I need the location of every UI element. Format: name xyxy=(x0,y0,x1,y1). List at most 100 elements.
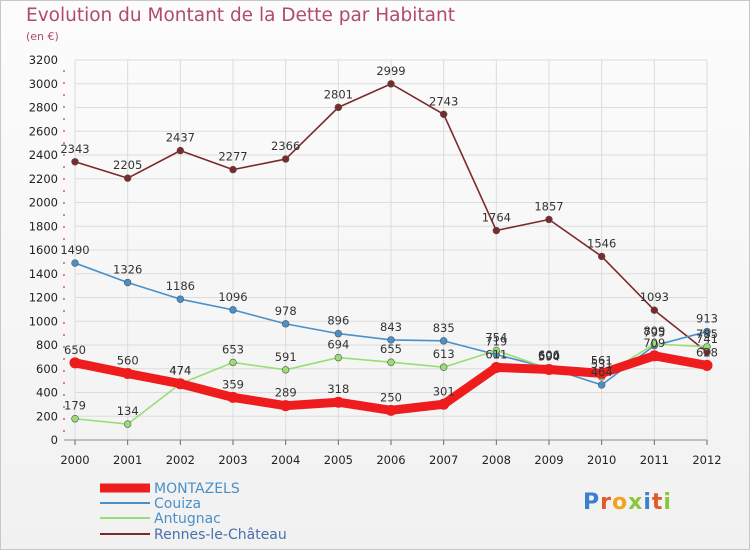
data-label: 650 xyxy=(64,343,86,357)
data-label: 843 xyxy=(380,320,402,334)
data-label: 1326 xyxy=(113,263,142,277)
data-label: 2999 xyxy=(376,64,405,78)
data-label: 606 xyxy=(538,348,560,362)
data-point xyxy=(334,103,343,112)
data-label: 1186 xyxy=(166,279,195,293)
x-tick-label: 2010 xyxy=(587,453,616,467)
y-tick-label: 200 xyxy=(36,409,58,423)
data-label: 754 xyxy=(485,330,507,344)
data-label: 2801 xyxy=(324,87,353,101)
y-tick-label: 2600 xyxy=(29,124,58,138)
data-label: 896 xyxy=(327,314,349,328)
data-point xyxy=(176,146,185,155)
y-tick-label: 0 xyxy=(51,433,58,447)
data-point xyxy=(439,110,448,118)
data-point xyxy=(281,320,290,328)
data-point xyxy=(227,391,239,403)
x-tick-label: 2002 xyxy=(166,453,195,467)
y-tick-label: 2400 xyxy=(29,148,58,162)
data-label: 809 xyxy=(643,324,665,338)
data-label: 318 xyxy=(327,382,349,396)
y-tick-label: 1000 xyxy=(29,314,58,328)
data-point xyxy=(334,329,343,338)
data-label: 600 xyxy=(538,349,560,363)
y-tick-label: 800 xyxy=(36,338,58,352)
legend-label: Antugnac xyxy=(154,511,221,527)
data-point xyxy=(122,368,134,379)
y-tick-label: 1200 xyxy=(29,291,58,305)
series-group xyxy=(69,80,713,428)
data-label: 795 xyxy=(643,326,665,340)
data-label: 179 xyxy=(64,399,86,413)
data-label: 134 xyxy=(117,404,139,418)
data-label: 561 xyxy=(591,353,613,367)
x-tick-label: 2001 xyxy=(113,453,142,467)
y-tick-label: 600 xyxy=(36,362,58,376)
x-tick-label: 2004 xyxy=(271,453,300,467)
data-label: 594 xyxy=(538,349,560,363)
data-point xyxy=(71,259,79,267)
data-label: 978 xyxy=(275,304,297,318)
y-tick-label: 400 xyxy=(36,386,58,400)
data-label: 628 xyxy=(696,345,718,359)
y-tick-label: 2000 xyxy=(29,196,58,210)
data-label: 2743 xyxy=(429,94,458,108)
proxiti-logo: Proxiti xyxy=(583,490,672,515)
y-tick-label: 1400 xyxy=(29,267,58,281)
data-label: 1764 xyxy=(482,211,511,225)
x-tick-label: 2008 xyxy=(482,453,511,467)
x-tick-label: 2006 xyxy=(376,453,405,467)
data-label: 1096 xyxy=(218,290,247,304)
data-point xyxy=(387,358,395,366)
x-tick-label: 2000 xyxy=(60,453,89,467)
x-tick-label: 2012 xyxy=(692,453,721,467)
data-label: 560 xyxy=(117,354,139,368)
data-label: 785 xyxy=(696,327,718,341)
data-point xyxy=(71,415,79,423)
data-point xyxy=(701,359,713,371)
data-point xyxy=(334,353,343,362)
data-point xyxy=(123,420,132,428)
data-point xyxy=(543,363,555,375)
data-label: 2343 xyxy=(60,142,89,156)
data-label: 655 xyxy=(380,342,402,356)
data-point xyxy=(492,346,501,355)
x-tick-label: 2011 xyxy=(640,453,669,467)
data-point xyxy=(492,226,501,235)
data-point xyxy=(280,400,292,412)
data-label: 741 xyxy=(696,332,718,346)
data-point xyxy=(385,404,397,416)
data-point xyxy=(229,358,237,367)
data-point xyxy=(439,337,448,345)
data-point xyxy=(387,80,395,88)
data-label: 611 xyxy=(485,347,507,361)
data-point xyxy=(650,306,659,314)
data-point xyxy=(703,327,711,336)
data-label: 1093 xyxy=(640,290,669,304)
data-point xyxy=(438,398,450,410)
y-tick-label: 3000 xyxy=(29,77,58,91)
data-label: 709 xyxy=(643,336,665,350)
data-label: 591 xyxy=(275,350,297,364)
data-label: 719 xyxy=(485,335,507,349)
data-label: 531 xyxy=(591,357,613,371)
legend-label: Rennes-le-Château xyxy=(154,527,287,543)
data-point xyxy=(490,361,502,373)
data-point xyxy=(332,396,344,408)
data-point xyxy=(545,215,553,224)
data-labels: 650 560 474 359 289 318 250 301 611 594 561 709 628 1… xyxy=(60,64,718,418)
data-point xyxy=(597,381,606,389)
y-tick-label: 1800 xyxy=(29,219,58,233)
data-point xyxy=(597,252,606,261)
legend-label: Couiza xyxy=(154,496,201,512)
data-label: 2437 xyxy=(166,131,195,145)
chart-unit: (en €) xyxy=(26,30,59,43)
chart-title: Evolution du Montant de la Dette par Hab… xyxy=(26,5,455,26)
data-point xyxy=(703,343,711,351)
data-label: 2205 xyxy=(113,158,142,172)
legend-label: MONTAZELS xyxy=(154,481,240,497)
data-point xyxy=(229,306,237,314)
y-tick-label: 2200 xyxy=(29,172,58,186)
data-point xyxy=(123,278,132,287)
